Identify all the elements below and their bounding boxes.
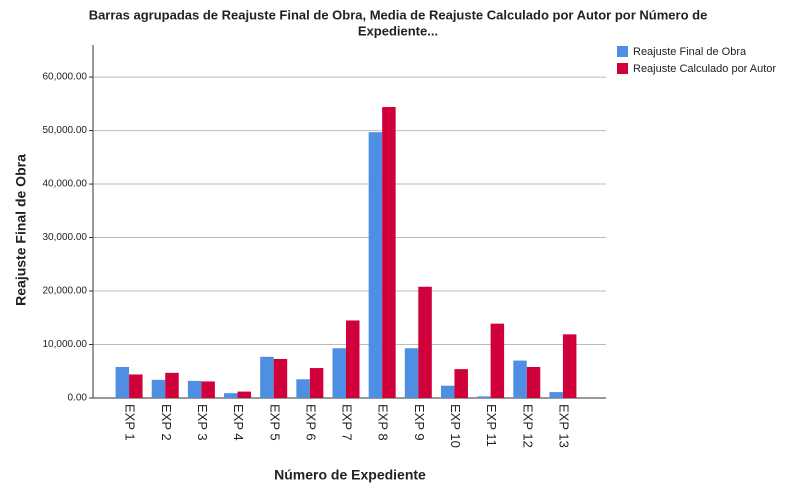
bar bbox=[260, 356, 274, 398]
x-tick-label: EXP 13 bbox=[556, 404, 571, 448]
bar bbox=[562, 334, 577, 398]
y-tick-label: 50,000.00 bbox=[43, 125, 88, 136]
bar bbox=[418, 286, 432, 398]
bar bbox=[513, 360, 527, 398]
bar bbox=[201, 381, 215, 398]
legend-swatch bbox=[617, 46, 628, 57]
bar bbox=[129, 374, 143, 398]
bar bbox=[296, 379, 310, 398]
bar bbox=[440, 385, 455, 398]
bar bbox=[224, 393, 238, 398]
x-tick-label: EXP 9 bbox=[412, 404, 427, 441]
x-tick-label: EXP 12 bbox=[520, 404, 535, 448]
y-tick-label: 40,000.00 bbox=[43, 179, 88, 190]
legend-swatch bbox=[617, 63, 628, 74]
x-axis-label: Número de Expediente bbox=[274, 467, 426, 483]
bar bbox=[332, 348, 346, 398]
x-tick-label: EXP 8 bbox=[376, 404, 391, 441]
y-tick-label: 0.00 bbox=[68, 393, 88, 404]
x-tick-label: EXP 7 bbox=[340, 404, 355, 441]
bar bbox=[273, 358, 288, 398]
x-tick-label: EXP 11 bbox=[484, 404, 499, 447]
bar bbox=[382, 107, 396, 399]
y-tick-label: 30,000.00 bbox=[43, 232, 88, 243]
x-tick-label: EXP 3 bbox=[195, 404, 210, 441]
bar bbox=[346, 320, 360, 398]
bar bbox=[237, 391, 252, 398]
x-tick-label: EXP 4 bbox=[231, 404, 246, 441]
y-tick-label: 20,000.00 bbox=[43, 286, 88, 297]
chart-title: Expediente... bbox=[358, 23, 438, 38]
bar bbox=[549, 392, 563, 398]
bar bbox=[309, 368, 324, 398]
x-tick-label: EXP 2 bbox=[159, 404, 174, 441]
bar bbox=[151, 379, 166, 398]
bar bbox=[115, 366, 130, 398]
y-tick-label: 10,000.00 bbox=[43, 339, 88, 350]
bar bbox=[526, 366, 541, 398]
x-tick-label: EXP 6 bbox=[303, 404, 318, 441]
x-tick-label: EXP 5 bbox=[267, 404, 282, 441]
bar bbox=[477, 396, 491, 398]
bar bbox=[490, 323, 505, 398]
y-tick-label: 60,000.00 bbox=[43, 72, 88, 83]
legend-label: Reajuste Final de Obra bbox=[633, 46, 747, 58]
legend: Reajuste Final de Obra Reajuste Calculado… bbox=[617, 46, 776, 75]
chart-title: Barras agrupadas de Reajuste Final de Ob… bbox=[89, 7, 708, 22]
y-axis-label: Reajuste Final de Obra bbox=[13, 154, 29, 306]
bar bbox=[454, 369, 468, 398]
bar bbox=[404, 348, 419, 398]
bar bbox=[165, 372, 179, 398]
x-tick-label: EXP 10 bbox=[448, 404, 463, 448]
legend-label: Reajuste Calculado por Autor bbox=[633, 63, 776, 75]
x-tick-label: EXP 1 bbox=[123, 404, 138, 441]
bar bbox=[368, 132, 383, 398]
bar bbox=[187, 380, 202, 398]
